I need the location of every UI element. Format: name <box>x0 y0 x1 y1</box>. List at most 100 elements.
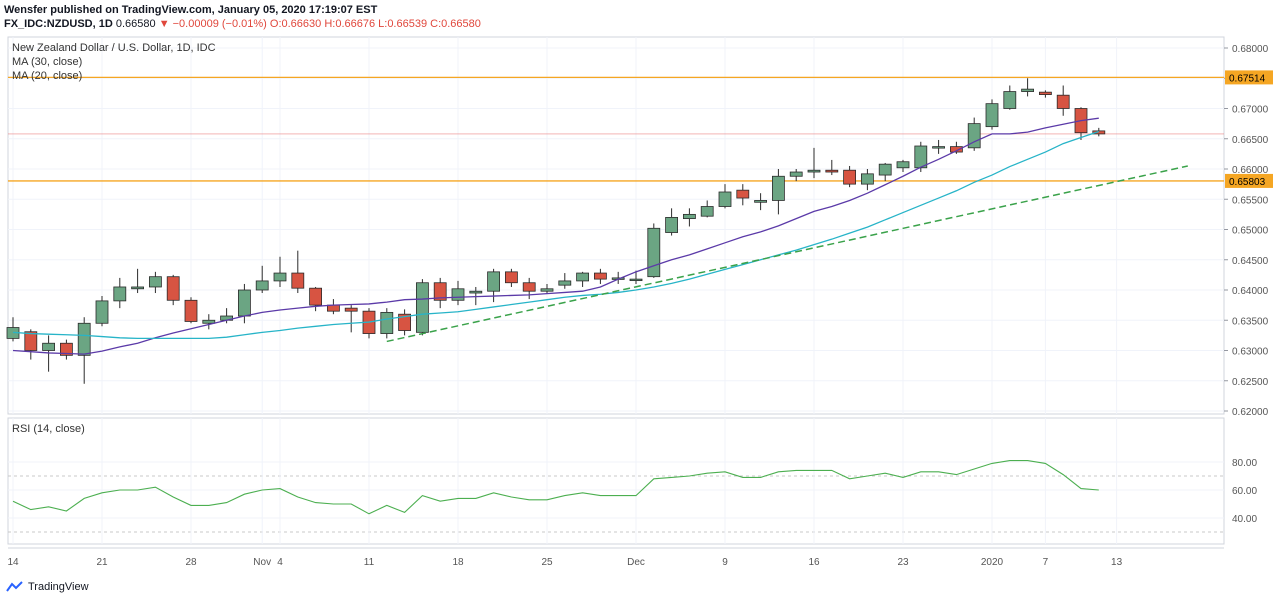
time-tick-label: 13 <box>1111 557 1123 568</box>
candle-body <box>131 286 145 290</box>
candle-body <box>1092 130 1106 135</box>
price-change: ▼ −0.00009 (−0.01%) <box>158 18 267 30</box>
time-tick-label: Dec <box>627 557 645 568</box>
level-price-label: 0.65803 <box>1229 177 1266 188</box>
candle-body <box>1056 94 1070 109</box>
ma30-legend: MA (30, close) <box>12 56 83 68</box>
candle-body <box>469 290 483 294</box>
candle-body <box>380 311 394 334</box>
candle-body <box>967 123 981 149</box>
candle-body <box>487 271 501 292</box>
time-tick-label: 25 <box>541 557 553 568</box>
price-tick-label: 0.64000 <box>1232 286 1269 297</box>
candle-body <box>736 189 750 199</box>
candle-body <box>60 342 73 356</box>
time-tick-label: 9 <box>722 557 728 568</box>
candle-body <box>594 272 607 280</box>
candle-body <box>932 146 945 149</box>
candle-body <box>700 206 714 217</box>
candle-body <box>148 276 162 288</box>
candle-body <box>398 313 412 331</box>
symbol-label: FX_IDC:NZDUSD, 1D <box>4 18 113 30</box>
time-tick-label: 4 <box>277 557 283 568</box>
candle-body <box>772 175 785 201</box>
time-tick-label: 7 <box>1043 557 1049 568</box>
time-tick-label: 2020 <box>981 557 1004 568</box>
candle-body <box>665 216 678 233</box>
candle-body <box>718 191 732 207</box>
price-tick-label: 0.65000 <box>1232 226 1269 237</box>
tradingview-logo[interactable]: TradingView <box>6 581 89 593</box>
ohlc-header: FX_IDC:NZDUSD, 1D 0.66580 ▼ −0.00009 (−0… <box>4 18 481 30</box>
candle-body <box>451 288 465 301</box>
candle-body <box>309 287 323 306</box>
price-tick-label: 0.62000 <box>1232 407 1269 418</box>
time-tick-label: 18 <box>452 557 464 568</box>
candle-body <box>754 200 767 203</box>
candle-body <box>843 169 856 185</box>
candle-body <box>95 300 109 324</box>
price-tick-label: 0.63000 <box>1232 347 1269 358</box>
candle-body <box>1003 91 1017 109</box>
candle-body <box>344 307 358 312</box>
rsi-legend: RSI (14, close) <box>12 423 85 435</box>
candle-body <box>878 163 892 176</box>
level-price-label: 0.67514 <box>1229 73 1266 84</box>
ohlc-values: O:0.66630 H:0.66676 L:0.66539 C:0.66580 <box>269 18 481 30</box>
price-tick-label: 0.66000 <box>1232 165 1269 176</box>
ma20-legend: MA (20, close) <box>12 70 83 82</box>
time-tick-label: 23 <box>897 557 909 568</box>
ma30-line <box>12 117 1099 355</box>
rsi-tick-label: 40.00 <box>1232 514 1257 525</box>
candle-body <box>77 322 91 356</box>
chart-title: New Zealand Dollar / U.S. Dollar, 1D, ID… <box>12 42 216 54</box>
candle-body <box>683 213 696 220</box>
candle-body <box>576 272 589 282</box>
candle-body <box>433 282 447 301</box>
candle-body <box>24 331 38 351</box>
candle-body <box>914 145 928 169</box>
candle-body <box>273 272 287 282</box>
time-tick-label: 14 <box>7 557 19 568</box>
price-tick-label: 0.68000 <box>1232 44 1269 55</box>
candle-body <box>184 299 198 322</box>
candle-body <box>113 286 127 302</box>
rsi-pane-frame <box>7 417 1225 545</box>
tradingview-icon <box>6 581 23 592</box>
time-tick-label: Nov <box>253 557 271 568</box>
candle-body <box>415 282 429 333</box>
candle-body <box>1021 88 1034 92</box>
price-tick-label: 0.64500 <box>1232 256 1269 267</box>
candle-body <box>558 280 572 286</box>
candle-body <box>522 282 536 292</box>
rsi-line <box>12 460 1099 515</box>
time-tick-label: 16 <box>808 557 820 568</box>
candle-body <box>504 271 518 284</box>
candle-body <box>42 342 55 351</box>
candle-body <box>896 161 910 169</box>
candle-body <box>629 278 643 282</box>
level-price-badge <box>1225 70 1273 85</box>
candle-body <box>255 280 269 291</box>
time-tick-label: 21 <box>96 557 108 568</box>
price-tick-label: 0.65500 <box>1232 195 1269 206</box>
candle-body <box>166 276 180 301</box>
candle-body <box>950 146 963 153</box>
brand-text: TradingView <box>28 581 89 593</box>
candle-body <box>861 173 874 185</box>
candle-body <box>540 288 554 292</box>
candle-body <box>789 171 803 177</box>
price-pane-frame <box>7 36 1225 415</box>
candle-body <box>1039 91 1052 95</box>
rsi-tick-label: 80.00 <box>1232 458 1257 469</box>
candle-body <box>291 272 305 289</box>
candle-body <box>647 227 661 278</box>
last-price: 0.66580 <box>115 18 156 30</box>
price-tick-label: 0.66500 <box>1232 135 1269 146</box>
ma20-line <box>12 130 1100 340</box>
candle-body <box>202 319 216 324</box>
price-tick-label: 0.62500 <box>1232 377 1269 388</box>
rsi-tick-label: 60.00 <box>1232 486 1257 497</box>
price-tick-label: 0.67000 <box>1232 105 1269 116</box>
